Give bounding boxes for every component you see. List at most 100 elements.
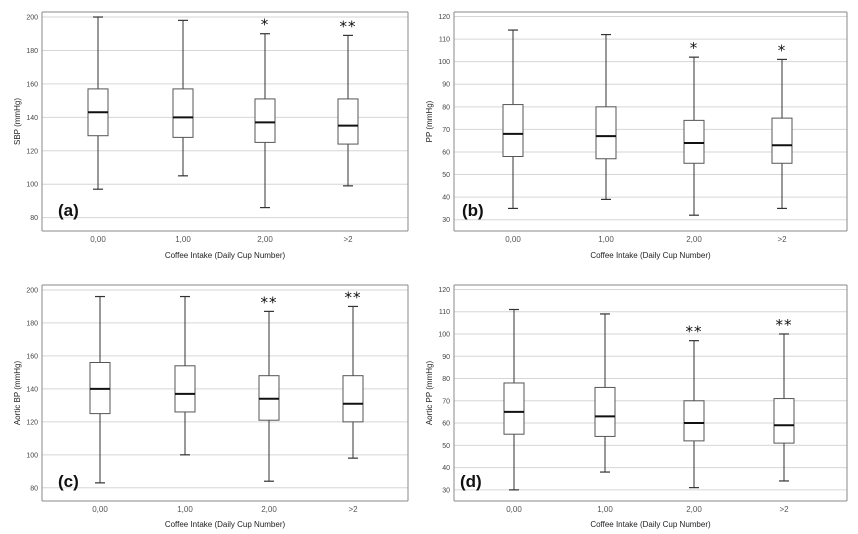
x-axis-label: Coffee Intake (Daily Cup Number)	[590, 520, 711, 529]
significance-marker: *	[778, 41, 787, 59]
y-axis-label: SBP (mmHg)	[13, 98, 22, 145]
box-2	[594, 313, 616, 473]
x-tick-label: 2,00	[261, 505, 277, 514]
y-tick-label: 120	[26, 419, 38, 426]
y-axis-label: PP (mmHg)	[425, 100, 434, 142]
box-4: **	[337, 17, 359, 187]
iqr-box	[594, 386, 616, 437]
y-tick-label: 140	[26, 115, 38, 122]
y-tick-label: 80	[30, 215, 38, 222]
box-1	[87, 16, 109, 190]
x-tick-label: 0,00	[90, 235, 106, 244]
box-1	[503, 308, 525, 491]
y-tick-label: 110	[439, 309, 450, 316]
box-3: **	[683, 323, 705, 489]
box-4: *	[771, 41, 793, 210]
box-4: **	[342, 288, 364, 459]
y-tick-label: 200	[26, 15, 38, 22]
x-tick-label: 0,00	[92, 505, 108, 514]
x-axis-label: Coffee Intake (Daily Cup Number)	[590, 251, 711, 260]
y-tick-label: 110	[439, 37, 450, 44]
chart-panel-b: 30 40 50 60 70 80 90 100 110 120 0,00 1,00 * 2,00 * >2 C…	[425, 11, 848, 260]
chart-panel-c: 80 100 120 140 160 180 200 0,00 1,00 ** 2,00 ** >2 Co…	[13, 284, 409, 529]
significance-marker: *	[261, 16, 270, 34]
x-tick-label: 1,00	[598, 235, 614, 244]
y-tick-label: 70	[442, 127, 450, 134]
y-tick-label: 80	[30, 485, 38, 492]
x-tick-label: 1,00	[597, 505, 613, 514]
y-tick-label: 140	[26, 386, 38, 393]
box-1	[89, 295, 111, 484]
y-tick-label: 50	[442, 172, 450, 179]
y-tick-label: 30	[442, 217, 450, 224]
y-tick-label: 180	[26, 48, 38, 55]
significance-marker: **	[261, 293, 278, 311]
box-3: *	[254, 16, 276, 209]
y-tick-label: 90	[442, 82, 450, 89]
x-tick-label: >2	[343, 235, 353, 244]
y-tick-label: 70	[442, 398, 450, 405]
x-tick-label: 1,00	[175, 235, 191, 244]
iqr-box	[683, 119, 705, 164]
chart-panel-d: 30 40 50 60 70 80 90 100 110 120 0,00 1,00 ** 2,00 ** >…	[425, 284, 848, 529]
y-tick-label: 40	[442, 465, 450, 472]
y-tick-label: 30	[442, 487, 450, 494]
iqr-box	[683, 400, 705, 442]
iqr-box	[595, 106, 617, 160]
iqr-box	[503, 382, 525, 435]
x-tick-label: 1,00	[177, 505, 193, 514]
y-tick-label: 100	[438, 331, 450, 338]
y-tick-label: 160	[26, 353, 38, 360]
panel-label: (d)	[460, 472, 482, 491]
y-tick-label: 60	[442, 149, 450, 156]
y-tick-label: 60	[442, 421, 450, 428]
y-tick-label: 120	[26, 148, 38, 155]
y-tick-label: 40	[442, 195, 450, 202]
y-axis-label: Aortic BP (mmHg)	[13, 361, 22, 426]
x-tick-label: 2,00	[686, 505, 702, 514]
y-tick-label: 80	[442, 104, 450, 111]
box-3: **	[258, 293, 280, 482]
y-tick-label: 180	[26, 320, 38, 327]
x-axis-label: Coffee Intake (Daily Cup Number)	[165, 520, 286, 529]
box-2	[595, 33, 617, 200]
iqr-box	[771, 117, 793, 164]
significance-marker: **	[776, 316, 793, 334]
y-tick-label: 100	[438, 59, 450, 66]
iqr-box	[342, 375, 364, 423]
iqr-box	[773, 398, 795, 444]
panel-label: (c)	[58, 472, 79, 491]
significance-marker: *	[690, 39, 699, 57]
iqr-box	[172, 88, 194, 138]
x-axis-label: Coffee Intake (Daily Cup Number)	[165, 251, 286, 260]
significance-marker: **	[340, 17, 357, 35]
panel-label: (a)	[58, 201, 79, 220]
y-tick-label: 100	[26, 182, 38, 189]
x-tick-label: >2	[777, 235, 787, 244]
box-3: *	[683, 39, 705, 216]
y-tick-label: 200	[26, 287, 38, 294]
y-axis-label: Aortic PP (mmHg)	[425, 361, 434, 426]
x-tick-label: 2,00	[686, 235, 702, 244]
box-2	[174, 295, 196, 456]
significance-marker: **	[345, 288, 362, 306]
y-tick-label: 50	[442, 443, 450, 450]
iqr-box	[502, 104, 524, 157]
y-tick-label: 160	[26, 81, 38, 88]
box-2	[172, 19, 194, 177]
y-tick-label: 80	[442, 376, 450, 383]
x-tick-label: 2,00	[257, 235, 273, 244]
iqr-box	[254, 98, 276, 143]
x-tick-label: 0,00	[505, 235, 521, 244]
y-tick-label: 120	[438, 14, 450, 21]
significance-marker: **	[686, 323, 703, 341]
panel-label: (b)	[462, 201, 484, 220]
x-tick-label: 0,00	[506, 505, 522, 514]
iqr-box	[174, 365, 196, 413]
box-4: **	[773, 316, 795, 482]
y-tick-label: 100	[26, 452, 38, 459]
y-tick-label: 120	[438, 287, 450, 294]
y-tick-label: 90	[442, 354, 450, 361]
box-1	[502, 29, 524, 210]
